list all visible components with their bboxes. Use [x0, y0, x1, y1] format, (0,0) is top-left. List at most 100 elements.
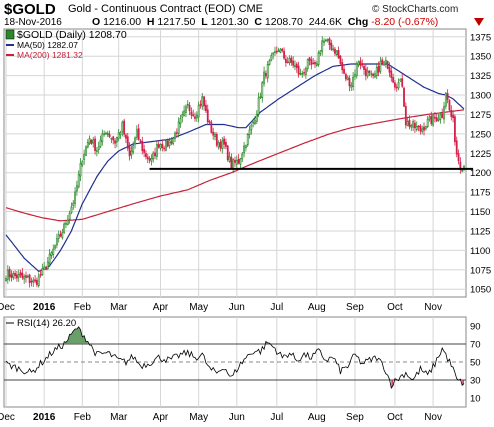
candle-body: [70, 206, 73, 214]
price-x-tick-label: Aug: [308, 302, 326, 313]
candle-body: [414, 122, 416, 129]
candle-body: [241, 153, 244, 160]
candle-body: [199, 103, 202, 106]
legend-ma200: MA(200) 1281.32: [17, 50, 83, 60]
candle-body: [328, 38, 331, 46]
candle-body: [217, 142, 220, 148]
price-x-tick-label: Jul: [270, 302, 283, 313]
price-y-tick-label: 1050: [470, 285, 491, 296]
candle-body: [228, 156, 231, 162]
ma200-layer: [5, 109, 465, 222]
candle-body: [357, 61, 360, 66]
low-value: 1201.30: [210, 16, 249, 28]
candle-body: [455, 140, 458, 155]
rsi-line: [5, 326, 465, 389]
rsi-x-tick-label: Oct: [387, 412, 403, 423]
candle-body: [188, 104, 191, 112]
candle-body: [215, 134, 218, 146]
candle-body: [23, 276, 26, 280]
candle-body: [103, 133, 106, 135]
candle-body: [159, 144, 162, 149]
rsi-y-tick-label: 70: [470, 340, 481, 351]
candle-body: [108, 134, 111, 138]
price-x-tick-label: 2016: [33, 302, 56, 313]
candle-body: [272, 52, 275, 55]
candle-body: [221, 140, 224, 149]
candle-body: [452, 114, 455, 118]
candle-body: [194, 116, 196, 119]
candle-body: [457, 153, 460, 162]
candle-body: [304, 68, 307, 75]
price-y-tick-label: 1350: [470, 52, 491, 63]
candle-body: [125, 134, 127, 139]
candle-body: [312, 62, 315, 65]
candle-body: [77, 174, 80, 188]
candle-body: [404, 106, 407, 126]
candle-body: [55, 238, 58, 246]
candle-body: [383, 61, 385, 66]
candle-body: [308, 57, 311, 61]
candle-body: [443, 106, 445, 120]
candle-body: [90, 139, 93, 144]
candle-body: [39, 274, 42, 276]
candle-body: [85, 146, 87, 156]
high-label: H: [146, 16, 155, 28]
candle-body: [161, 143, 164, 148]
candle-body: [370, 73, 373, 75]
candle-body: [346, 76, 349, 80]
candle-body: [274, 51, 276, 53]
price-y-tick-label: 1200: [470, 168, 491, 179]
symbol-title: $GOLD: [4, 1, 56, 18]
candle-body: [270, 55, 273, 61]
candle-body: [394, 82, 396, 88]
candle-body: [10, 274, 13, 279]
candle-body: [75, 185, 78, 192]
candle-body: [197, 105, 200, 118]
candle-body: [114, 140, 116, 144]
candle-body: [306, 59, 309, 69]
candle-body: [439, 114, 442, 120]
candle-body: [237, 158, 240, 164]
candle-body: [37, 275, 40, 287]
candle-body: [434, 116, 436, 119]
candle-body: [454, 116, 456, 143]
candle-body: [379, 61, 382, 72]
change-label: Chg: [347, 16, 369, 28]
candle-body: [97, 146, 100, 150]
candle-body: [123, 120, 126, 135]
candle-body: [110, 137, 113, 140]
candle-body: [46, 261, 49, 270]
candles-layer: [5, 36, 465, 288]
rsi-x-tick-label: Feb: [74, 412, 92, 423]
high-value: 1217.50: [157, 16, 196, 28]
candle-body: [145, 153, 147, 157]
rsi-x-tick-label: Mar: [110, 412, 128, 423]
rsi-x-tick-label: Jul: [270, 412, 283, 423]
price-y-tick-label: 1375: [470, 32, 491, 43]
price-y-tick-label: 1175: [470, 188, 490, 199]
candle-body: [281, 48, 284, 52]
candle-body: [279, 48, 282, 53]
candle-body: [292, 60, 295, 66]
price-y-tick-label: 1250: [470, 129, 491, 140]
candle-body: [181, 114, 184, 118]
candle-body: [334, 48, 336, 54]
candle-body: [461, 169, 464, 172]
candle-body: [99, 139, 102, 147]
candle-body: [128, 146, 131, 157]
candle-body: [450, 109, 453, 117]
candle-body: [244, 145, 247, 149]
candle-body: [141, 140, 144, 152]
candle-body: [246, 133, 249, 146]
rsi-y-tick-label: 90: [470, 322, 481, 333]
candle-body: [283, 50, 285, 59]
candle-body: [6, 269, 9, 280]
candle-body: [154, 152, 156, 157]
legend-ma50: MA(50) 1282.07: [17, 40, 78, 50]
candle-body: [12, 273, 15, 278]
candle-body: [205, 104, 207, 112]
price-y-tick-label: 1225: [470, 149, 491, 160]
candle-body: [135, 129, 138, 138]
candle-body: [419, 125, 422, 132]
candle-body: [317, 52, 320, 65]
